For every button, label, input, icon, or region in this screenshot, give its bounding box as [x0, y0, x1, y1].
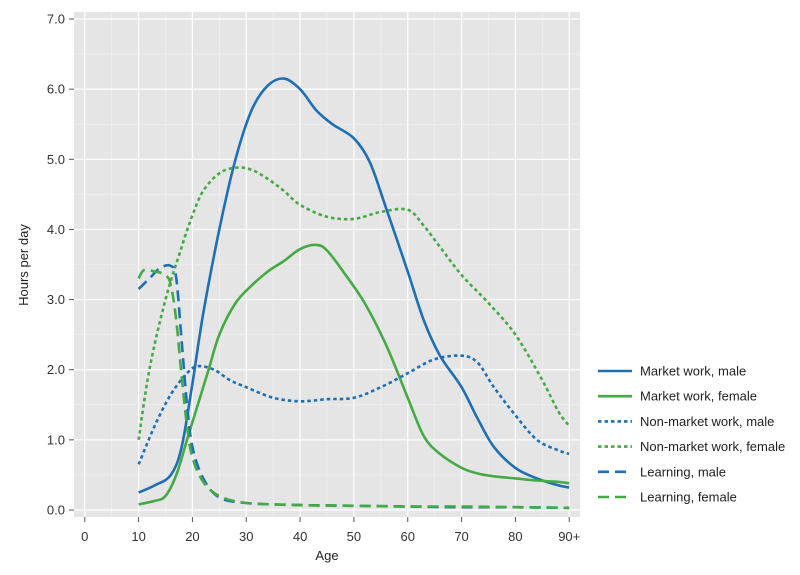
series-line-learning-female: [137, 268, 570, 510]
x-tick-label: 20: [185, 529, 199, 544]
y-tick-label: 1.0: [47, 432, 65, 447]
x-tick-label: 60: [401, 529, 415, 544]
series-line-non-market-work-male: [137, 354, 570, 465]
series-line-learning-male: [137, 263, 570, 510]
x-axis-title: Age: [315, 548, 338, 563]
x-tick-label: 10: [131, 529, 145, 544]
series-line-non-market-work-female: [137, 166, 571, 440]
legend-label: Non-market work, male: [640, 414, 774, 429]
series-layer: [137, 77, 571, 510]
x-tick-label: 50: [347, 529, 361, 544]
y-tick-label: 5.0: [47, 152, 65, 167]
y-tick-label: 6.0: [47, 82, 65, 97]
y-tick-label: 0.0: [47, 502, 65, 517]
series-line-market-work-female: [138, 243, 570, 506]
y-axis: 0.0 1.0 2.0 3.0 4.0 5.0 6.0 7.0: [47, 12, 74, 517]
y-tick-label: 4.0: [47, 222, 65, 237]
y-tick-label: 3.0: [47, 292, 65, 307]
grid: [74, 12, 580, 517]
y-axis-title: Hours per day: [16, 224, 31, 306]
legend-label: Learning, female: [640, 490, 737, 505]
y-tick-label: 7.0: [47, 12, 65, 27]
x-tick-label: 70: [454, 529, 468, 544]
series-line-market-work-male: [138, 77, 570, 494]
legend-label: Market work, female: [640, 389, 757, 404]
x-tick-label: 90+: [558, 529, 580, 544]
x-tick-label: 0: [81, 529, 88, 544]
x-tick-label: 80: [508, 529, 522, 544]
x-tick-label: 40: [293, 529, 307, 544]
legend-label: Non-market work, female: [640, 439, 785, 454]
y-tick-label: 2.0: [47, 362, 65, 377]
x-tick-label: 30: [239, 529, 253, 544]
legend: Market work, male Market work, female Non-…: [598, 364, 785, 505]
legend-label: Learning, male: [640, 464, 726, 479]
x-axis: 0 10 20 30 40 50 60 70 80 90+: [81, 517, 580, 544]
legend-label: Market work, male: [640, 364, 746, 379]
